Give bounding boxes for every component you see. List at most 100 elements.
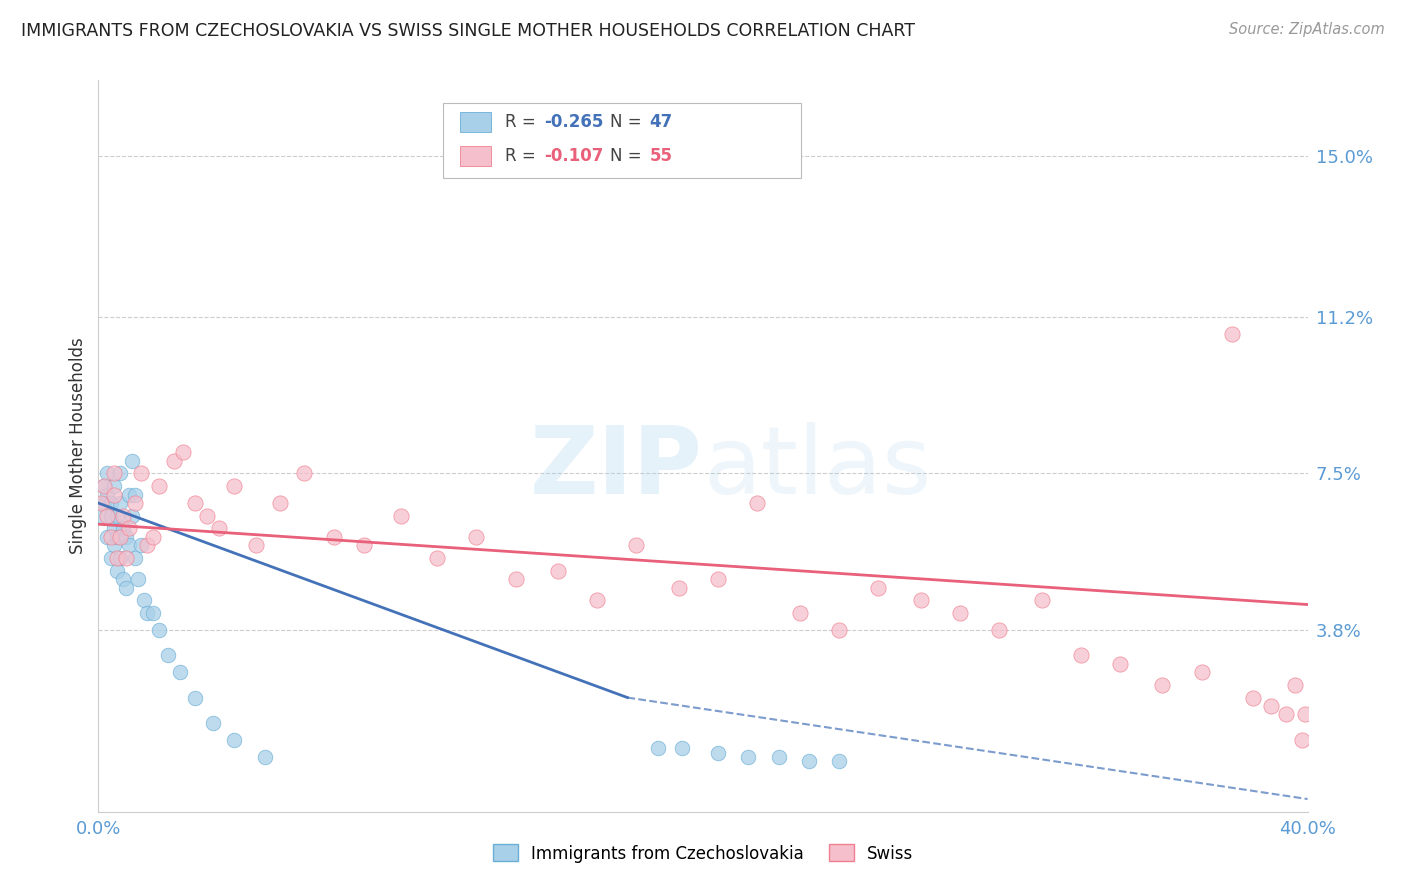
Point [105, 551, 128, 566]
Point [132, 593, 155, 607]
Point [108, 467, 131, 481]
Point [505, 572, 527, 586]
Point [108, 551, 131, 566]
Point [121, 508, 143, 523]
Point [1284, 678, 1306, 692]
Point [323, 530, 346, 544]
Point [103, 467, 125, 481]
Point [124, 488, 146, 502]
Text: N =: N = [610, 147, 647, 165]
Point [586, 593, 609, 607]
Point [93, 479, 115, 493]
Point [253, 749, 276, 764]
Point [124, 496, 146, 510]
Point [426, 551, 449, 566]
Point [103, 538, 125, 552]
Point [353, 538, 375, 552]
Point [111, 572, 134, 586]
Point [1070, 648, 1092, 663]
Point [1275, 707, 1298, 722]
Point [949, 606, 972, 620]
Point [202, 715, 225, 730]
Point [224, 732, 246, 747]
Point [103, 488, 125, 502]
Point [184, 690, 207, 705]
Point [988, 623, 1011, 637]
Point [124, 551, 146, 566]
Point [797, 754, 820, 768]
Text: IMMIGRANTS FROM CZECHOSLOVAKIA VS SWISS SINGLE MOTHER HOUSEHOLDS CORRELATION CHA: IMMIGRANTS FROM CZECHOSLOVAKIA VS SWISS … [21, 22, 915, 40]
Point [114, 581, 136, 595]
Point [910, 593, 932, 607]
Point [1220, 326, 1243, 341]
Point [671, 741, 693, 756]
Point [789, 606, 811, 620]
Point [245, 538, 267, 552]
Point [184, 496, 207, 510]
Point [148, 479, 170, 493]
Point [1031, 593, 1053, 607]
Point [768, 749, 790, 764]
Point [668, 581, 690, 595]
Point [172, 445, 194, 459]
Point [465, 530, 488, 544]
Point [1191, 665, 1213, 680]
Text: R =: R = [505, 113, 541, 131]
Text: R =: R = [505, 147, 541, 165]
Point [1294, 707, 1316, 722]
Point [96, 508, 118, 523]
Point [96, 488, 118, 502]
Point [129, 538, 152, 552]
Point [169, 665, 191, 680]
Point [647, 741, 669, 756]
Point [828, 754, 851, 768]
Point [626, 538, 648, 552]
Point [100, 508, 122, 523]
Point [90, 496, 112, 510]
Point [111, 521, 134, 535]
Point [103, 521, 125, 535]
Point [1260, 699, 1282, 714]
Point [90, 508, 112, 523]
Text: 47: 47 [650, 113, 673, 131]
Point [105, 508, 128, 523]
Point [1291, 732, 1313, 747]
Point [118, 521, 141, 535]
Point [100, 530, 122, 544]
Point [121, 454, 143, 468]
Point [118, 488, 141, 502]
Point [100, 496, 122, 510]
Point [1109, 657, 1132, 671]
Text: ZIP: ZIP [530, 422, 703, 514]
Point [105, 564, 128, 578]
Point [163, 454, 186, 468]
Point [868, 581, 890, 595]
Point [389, 508, 412, 523]
Point [96, 467, 118, 481]
Point [135, 538, 157, 552]
Point [547, 564, 569, 578]
Point [156, 648, 179, 663]
Point [108, 496, 131, 510]
Point [93, 479, 115, 493]
Point [103, 479, 125, 493]
Point [292, 467, 315, 481]
Point [114, 530, 136, 544]
Point [105, 530, 128, 544]
Point [93, 496, 115, 510]
Point [1241, 690, 1264, 705]
Point [148, 623, 170, 637]
Point [269, 496, 291, 510]
Point [828, 623, 851, 637]
Point [707, 746, 730, 760]
Point [111, 508, 134, 523]
Text: -0.107: -0.107 [544, 147, 603, 165]
Point [108, 530, 131, 544]
Point [135, 606, 157, 620]
Point [1152, 678, 1174, 692]
Point [195, 508, 218, 523]
Point [747, 496, 769, 510]
Text: 55: 55 [650, 147, 672, 165]
Y-axis label: Single Mother Households: Single Mother Households [69, 338, 87, 554]
Point [224, 479, 246, 493]
